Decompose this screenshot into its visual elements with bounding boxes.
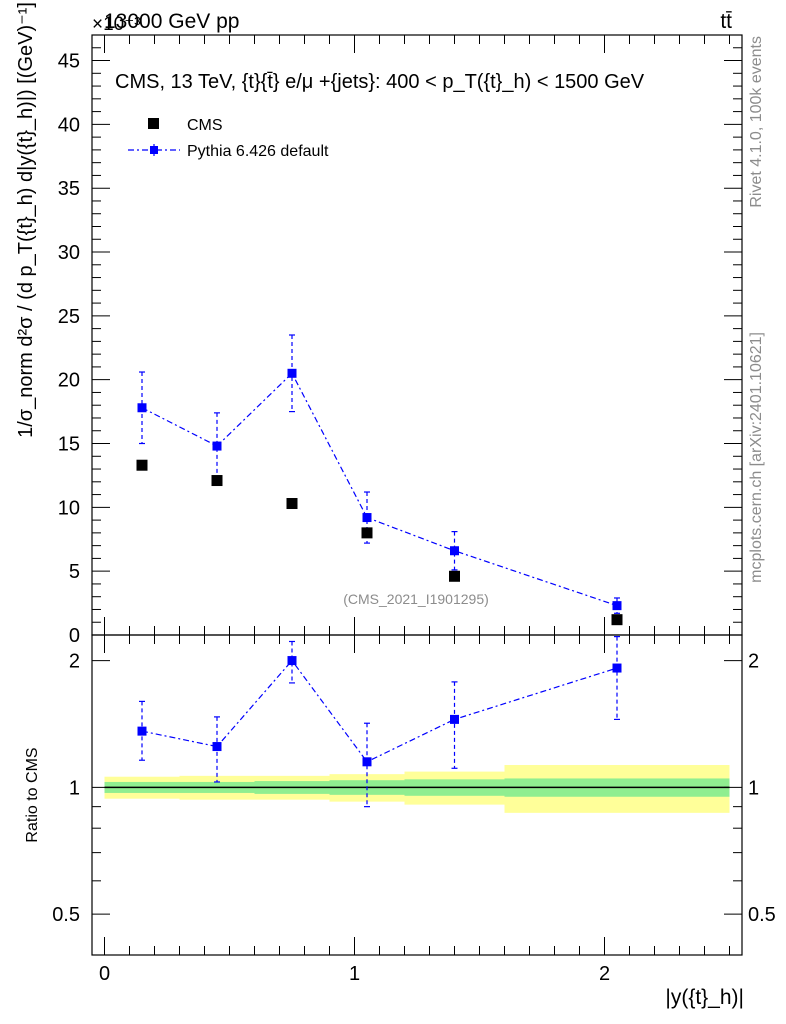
chart-title: CMS, 13 TeV, {t}{t̄} e/μ +{jets}: 400 < … — [115, 71, 645, 93]
y-tick-label: 25 — [58, 306, 80, 328]
ratio-y-tick-label: 0.5 — [52, 904, 80, 926]
x-tick-label: 0 — [99, 963, 110, 985]
ratio-y-tick-label-right: 0.5 — [748, 904, 776, 926]
y-tick-label: 35 — [58, 178, 80, 200]
pythia-ratio-point — [287, 656, 297, 666]
ratio-y-tick-label: 1 — [69, 777, 80, 799]
legend: CMS Pythia 6.426 default — [128, 117, 329, 160]
y-tick-label: 30 — [58, 242, 80, 264]
ratio-y-tick-label: 2 — [69, 651, 80, 673]
cms-point — [211, 475, 223, 487]
ratio-plot-frame — [91, 634, 743, 956]
ratio-y-tick-label-right: 1 — [748, 777, 759, 799]
legend-label-cms: CMS — [187, 117, 223, 134]
pythia-ratio-point — [137, 726, 147, 736]
y-exponent-label: ×10⁻³ — [92, 14, 141, 35]
y-tick-label: 10 — [58, 497, 80, 519]
cms-point — [286, 498, 298, 510]
ratio-axis-title: Ratio to CMS — [24, 747, 41, 842]
ratio-series-layer — [137, 635, 622, 808]
pythia-ratio-point — [612, 663, 622, 673]
rivet-version-label: Rivet 4.1.0, 100k events — [748, 36, 765, 208]
energy-label: 13000 GeV pp — [104, 10, 239, 33]
pythia-ratio-line — [141, 659, 618, 763]
y-tick-label: 0 — [69, 625, 80, 647]
cms-point — [361, 527, 373, 539]
pythia-point — [612, 601, 622, 611]
y-tick-label: 15 — [58, 434, 80, 456]
pythia-point — [450, 546, 459, 556]
legend-label-pythia: Pythia 6.426 default — [187, 143, 329, 160]
pythia-ratio-point — [362, 757, 372, 767]
pythia-ratio-point — [450, 714, 459, 724]
ratio-y-tick-label-right: 2 — [748, 651, 759, 673]
cms-point — [449, 570, 460, 582]
legend-marker-cms — [148, 118, 159, 129]
main-series-layer — [136, 334, 623, 626]
y-tick-label: 40 — [58, 114, 80, 136]
x-tick-label: 1 — [349, 963, 360, 985]
pythia-point — [362, 513, 372, 523]
pythia-line — [141, 372, 618, 607]
y-axis-title: 1/σ_norm d²σ / (d p_T({t}_h) d|y({t}_h)|… — [15, 2, 37, 438]
legend-marker-pythia — [150, 146, 158, 154]
ratio-uncertainty-bands — [104, 765, 730, 813]
y-tick-label: 20 — [58, 370, 80, 392]
pythia-point — [212, 441, 222, 451]
mcplots-source-label: mcplots.cern.ch [arXiv:2401.10621] — [748, 332, 765, 583]
process-label: tt̄ — [720, 10, 732, 33]
analysis-tag: (CMS_2021_I1901295) — [343, 591, 489, 607]
cms-point — [136, 459, 148, 471]
y-tick-label: 5 — [69, 561, 80, 583]
pythia-ratio-point — [212, 742, 222, 752]
x-tick-label: 2 — [599, 963, 610, 985]
pythia-point — [137, 403, 147, 413]
axes: 0 5 10 15 20 25 30 35 40 45 0 1 2 0.5 0.5 1 1 2 2 — [52, 35, 776, 985]
pythia-point — [287, 368, 297, 378]
cms-point — [611, 614, 623, 626]
x-axis-title: |y({t}_h)| — [665, 986, 744, 1009]
y-tick-label: 45 — [58, 51, 80, 73]
